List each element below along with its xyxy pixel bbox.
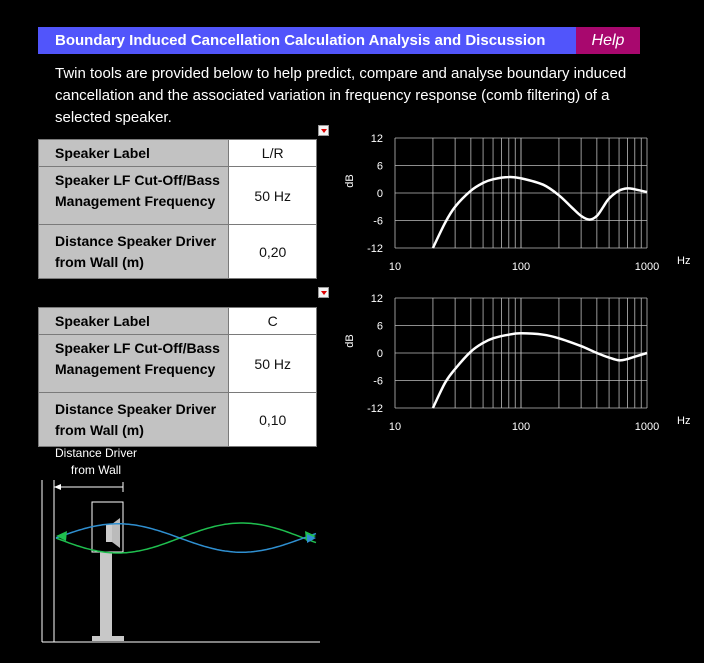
table-row: Speaker Label L/R xyxy=(37,139,317,167)
lf-cutoff-value[interactable]: 50 Hz xyxy=(228,334,317,393)
driver-distance-caption: Distance Speaker Driver from Wall (m) xyxy=(37,224,230,279)
direct-wave xyxy=(55,523,317,553)
speaker-driver-icon xyxy=(106,524,112,542)
y-tick-label: -6 xyxy=(373,216,383,228)
help-button[interactable]: Help xyxy=(576,27,640,54)
intro-text: Twin tools are provided below to help pr… xyxy=(55,65,627,126)
x-tick-label: 100 xyxy=(512,421,530,433)
y-tick-label: 6 xyxy=(377,161,383,173)
x-tick-label: 1000 xyxy=(635,261,659,273)
table-row: Speaker LF Cut-Off/Bass Management Frequ… xyxy=(37,166,317,225)
frequency-response-chart-1: 12 6 0 -6 -12 10 100 1000 Hz dB xyxy=(344,133,690,273)
driver-distance-value[interactable]: 0,20 xyxy=(228,224,317,279)
y-tick-label: -12 xyxy=(367,243,383,255)
lf-cutoff-value[interactable]: 50 Hz xyxy=(228,166,317,225)
table-row: Distance Speaker Driver from Wall (m) 0,… xyxy=(37,392,317,447)
x-axis-label: Hz xyxy=(677,255,690,267)
y-tick-label: 6 xyxy=(377,321,383,333)
x-tick-label: 1000 xyxy=(635,421,659,433)
y-tick-label: 0 xyxy=(377,188,383,200)
arrow-left-icon xyxy=(56,531,67,541)
arrow-left-icon xyxy=(54,484,61,490)
page-title: Boundary Induced Cancellation Calculatio… xyxy=(55,32,546,49)
y-tick-label: -6 xyxy=(373,376,383,388)
driver-distance-value[interactable]: 0,10 xyxy=(228,392,317,447)
y-tick-label: 0 xyxy=(377,348,383,360)
speaker-params-table-1: Speaker Label L/R Speaker LF Cut-Off/Bas… xyxy=(37,139,317,279)
x-tick-label: 10 xyxy=(389,261,401,273)
diagram-caption: Distance Driver from Wall xyxy=(54,446,138,477)
speaker-label-caption: Speaker Label xyxy=(37,139,230,167)
response-curve xyxy=(431,175,648,249)
y-axis-label: dB xyxy=(344,174,356,187)
speaker-cone-icon xyxy=(112,518,120,548)
lf-cutoff-caption: Speaker LF Cut-Off/Bass Management Frequ… xyxy=(37,166,230,225)
y-axis-label: dB xyxy=(344,334,356,347)
response-curve xyxy=(431,332,648,409)
lf-cutoff-caption-text: Speaker LF Cut-Off/Bass Management Frequ… xyxy=(55,339,220,377)
y-tick-label: 12 xyxy=(371,133,383,145)
arrow-right-icon xyxy=(307,534,316,543)
speaker-label-value[interactable]: L/R xyxy=(228,139,317,167)
y-tick-label: -12 xyxy=(367,403,383,415)
speaker-params-table-2: Speaker Label C Speaker LF Cut-Off/Bass … xyxy=(37,307,317,447)
speaker-stand xyxy=(100,552,112,636)
speaker-label-value[interactable]: C xyxy=(228,307,317,335)
x-tick-label: 10 xyxy=(389,421,401,433)
speaker-label-caption: Speaker Label xyxy=(37,307,230,335)
boundary-diagram xyxy=(41,480,320,643)
driver-distance-caption: Distance Speaker Driver from Wall (m) xyxy=(37,392,230,447)
frequency-response-chart-2: 12 6 0 -6 -12 10 100 1000 Hz dB xyxy=(344,293,690,433)
table-row: Speaker LF Cut-Off/Bass Management Frequ… xyxy=(37,334,317,393)
reflected-wave xyxy=(55,522,317,554)
table-row: Speaker Label C xyxy=(37,307,317,335)
lf-cutoff-caption-text: Speaker LF Cut-Off/Bass Management Frequ… xyxy=(55,171,220,209)
title-bar: Boundary Induced Cancellation Calculatio… xyxy=(38,27,576,54)
dropdown-arrow-icon[interactable] xyxy=(318,125,329,136)
dropdown-arrow-icon[interactable] xyxy=(318,287,329,298)
y-tick-label: 12 xyxy=(371,293,383,305)
table-row: Distance Speaker Driver from Wall (m) 0,… xyxy=(37,224,317,279)
x-axis-label: Hz xyxy=(677,415,690,427)
stand-base xyxy=(92,636,124,641)
x-tick-label: 100 xyxy=(512,261,530,273)
lf-cutoff-caption: Speaker LF Cut-Off/Bass Management Frequ… xyxy=(37,334,230,393)
